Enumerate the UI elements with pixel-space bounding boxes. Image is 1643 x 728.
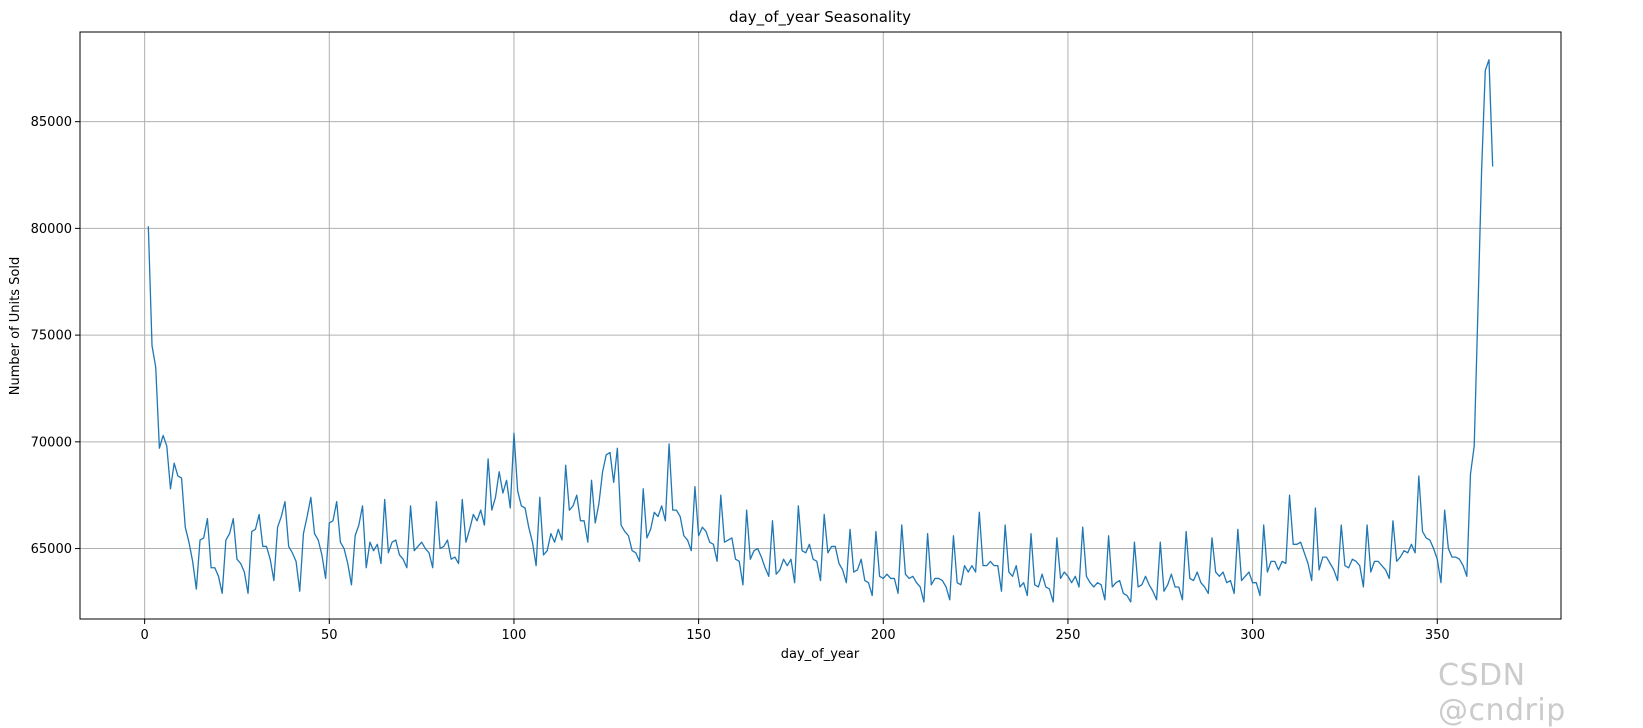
x-tick-label: 100	[502, 628, 527, 643]
x-tick-label: 150	[686, 628, 711, 643]
series-layer	[147, 59, 1494, 603]
chart-title: day_of_year Seasonality	[729, 8, 911, 27]
x-tick-label: 250	[1056, 628, 1081, 643]
y-tick-label: 70000	[31, 435, 72, 450]
x-axis-label: day_of_year	[781, 647, 860, 662]
y-tick-label: 80000	[31, 222, 72, 237]
plot-frame	[79, 31, 1562, 620]
y-tick-label: 65000	[31, 542, 72, 557]
x-tick-label: 0	[140, 628, 148, 643]
plot-background	[80, 32, 1561, 619]
y-tick-label: 75000	[31, 329, 72, 344]
x-tick-label: 200	[871, 628, 896, 643]
x-axis-ticks: 0 50 100 150 200 250 300 350	[140, 619, 1450, 643]
x-tick-label: 350	[1425, 628, 1450, 643]
watermark-text: CSDN @cndrip	[1438, 658, 1566, 728]
series-line	[147, 59, 1494, 603]
y-axis-ticks: 65000 70000 75000 80000 85000	[31, 115, 80, 557]
x-tick-label: 300	[1240, 628, 1265, 643]
y-axis-label: Number of Units Sold	[8, 257, 23, 395]
y-tick-label: 85000	[31, 115, 72, 130]
x-tick-label: 50	[321, 628, 338, 643]
grid-lines	[80, 32, 1561, 619]
seasonality-chart: 0 50 100 150 200 250 300 350 65000 70000 75000 800…	[8, 8, 1562, 662]
